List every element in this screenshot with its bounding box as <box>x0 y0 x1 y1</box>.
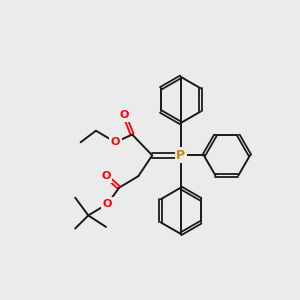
Text: O: O <box>101 171 111 181</box>
Text: O: O <box>103 199 112 209</box>
Text: P: P <box>176 149 185 162</box>
Text: O: O <box>111 137 120 147</box>
Text: O: O <box>120 110 129 120</box>
